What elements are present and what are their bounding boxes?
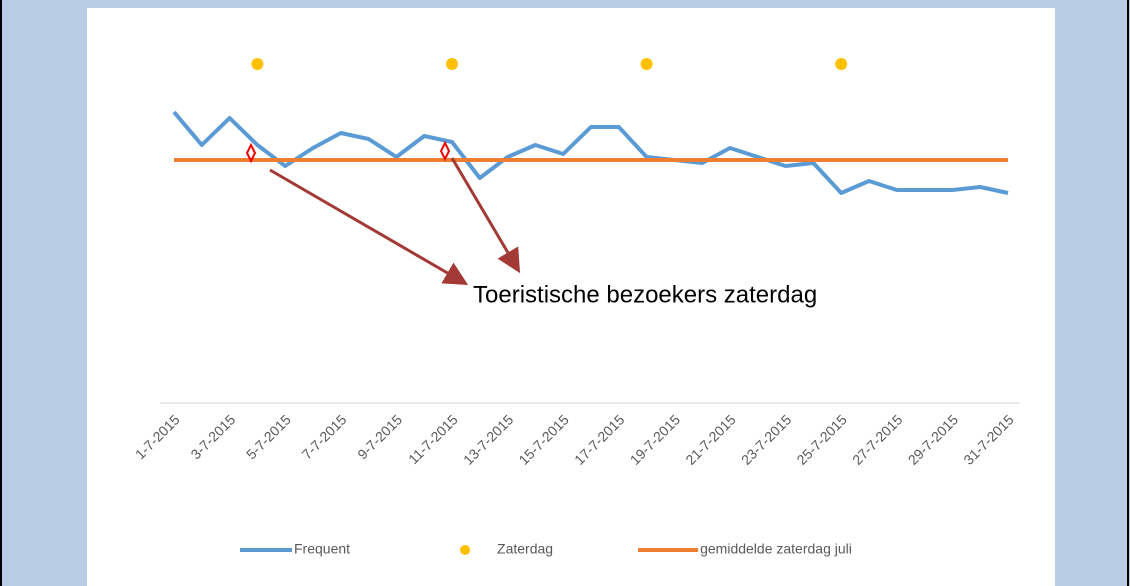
legend-swatch — [460, 545, 471, 555]
legend-label: Frequent — [294, 541, 350, 557]
marker — [439, 140, 451, 162]
arrow — [269, 168, 469, 286]
annotation-markers — [245, 140, 521, 286]
legend-label: Zaterdag — [497, 541, 553, 557]
chart-area — [87, 8, 1055, 586]
dot — [446, 58, 458, 70]
annotation: Toeristische bezoekers zaterdag — [473, 281, 817, 308]
dot — [251, 58, 264, 70]
marker — [245, 142, 257, 164]
plot — [172, 58, 1009, 195]
dot — [640, 58, 653, 70]
series-line — [172, 110, 1009, 195]
legend-label: gemiddelde zaterdag juli — [700, 541, 852, 557]
dot — [835, 58, 848, 70]
arrow — [450, 157, 521, 274]
